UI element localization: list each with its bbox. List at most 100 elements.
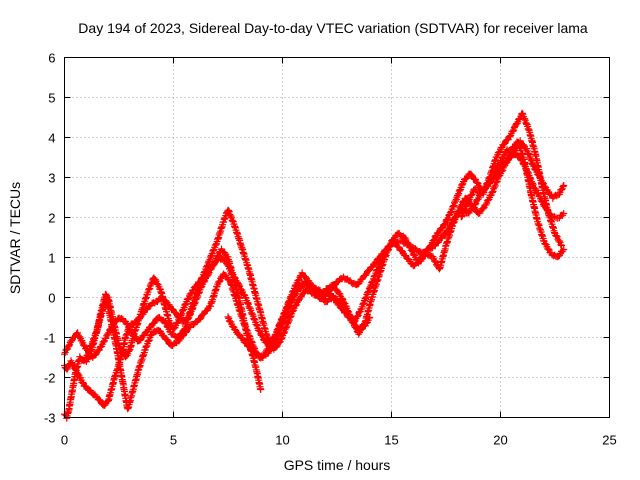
plus-marker-segment bbox=[244, 261, 258, 292]
plus-marker-segment bbox=[270, 327, 284, 349]
plus-marker-segment bbox=[126, 331, 138, 353]
x-tick-label: 5 bbox=[170, 433, 177, 448]
plus-marker-segment bbox=[156, 286, 168, 308]
plus-marker-segment bbox=[167, 338, 181, 349]
plus-marker-segment bbox=[523, 145, 537, 168]
plus-marker-segment bbox=[309, 286, 322, 300]
plus-marker-segment bbox=[357, 290, 371, 313]
plus-marker-segment bbox=[466, 170, 479, 183]
plus-marker-segment bbox=[122, 347, 133, 361]
plus-marker-segment bbox=[453, 180, 467, 201]
plus-marker-segment bbox=[518, 109, 532, 133]
y-tick-label: 2 bbox=[48, 211, 55, 226]
y-tick-label: -1 bbox=[44, 331, 56, 346]
plus-marker-segment bbox=[146, 299, 159, 310]
plus-marker-segment bbox=[390, 238, 403, 251]
plus-marker-segment bbox=[255, 326, 268, 344]
plus-marker-segment bbox=[220, 270, 233, 284]
plus-marker-segment bbox=[235, 294, 247, 319]
plus-marker-segment bbox=[555, 183, 567, 198]
y-tick-label: -2 bbox=[44, 371, 56, 386]
plus-marker-segment bbox=[154, 326, 168, 340]
plus-marker bbox=[257, 386, 265, 393]
plus-marker-segment bbox=[109, 313, 123, 348]
plus-marker-segment bbox=[213, 218, 227, 245]
plus-marker-segment bbox=[170, 314, 183, 333]
plus-marker-segment bbox=[63, 363, 72, 373]
plus-marker-segment bbox=[104, 293, 116, 321]
plus-marker-segment bbox=[252, 366, 264, 393]
plus-marker-segment bbox=[202, 263, 216, 278]
plus-marker-segment bbox=[124, 392, 136, 413]
plus-marker-segment bbox=[457, 199, 471, 221]
data-series bbox=[61, 109, 568, 422]
plus-marker-segment bbox=[396, 246, 410, 260]
plot-frame bbox=[64, 57, 610, 418]
plus-marker-segment bbox=[303, 278, 316, 291]
plus-marker-segment bbox=[239, 314, 251, 339]
plus-marker-segment bbox=[113, 345, 127, 387]
plus-marker-segment bbox=[67, 370, 79, 401]
plus-marker-segment bbox=[237, 334, 250, 347]
plus-marker-segment bbox=[283, 296, 297, 317]
x-axis-label: GPS time / hours bbox=[284, 457, 391, 473]
plus-marker-segment bbox=[180, 323, 194, 337]
y-tick-label: 4 bbox=[48, 131, 55, 146]
plus-marker-segment bbox=[505, 122, 519, 141]
plus-marker-segment bbox=[65, 335, 76, 350]
plus-marker-segment bbox=[481, 191, 495, 209]
y-tick-label: 1 bbox=[48, 251, 55, 266]
plus-marker-segment bbox=[492, 143, 506, 161]
x-tick-label: 20 bbox=[493, 433, 507, 448]
plus-marker-segment bbox=[250, 285, 264, 316]
plus-marker-segment bbox=[224, 206, 238, 228]
plus-marker bbox=[366, 314, 374, 321]
plus-marker-segment bbox=[529, 161, 543, 179]
plus-marker-segment bbox=[440, 211, 454, 229]
x-tick-label: 0 bbox=[61, 433, 68, 448]
plus-marker bbox=[560, 182, 568, 189]
axis-ticks bbox=[64, 57, 610, 418]
plus-marker-segment bbox=[231, 325, 244, 340]
plus-marker-segment bbox=[128, 366, 142, 397]
plus-marker-segment bbox=[65, 395, 75, 414]
plus-marker bbox=[558, 242, 566, 249]
series-4 bbox=[82, 253, 265, 393]
plus-marker-segment bbox=[154, 314, 167, 325]
plus-marker-segment bbox=[167, 330, 181, 341]
plus-marker-segment bbox=[174, 332, 187, 345]
plus-marker-segment bbox=[433, 224, 447, 237]
y-tick-label: -3 bbox=[44, 411, 56, 426]
x-tick-labels: 0 5 10 15 20 25 bbox=[61, 433, 617, 448]
plus-marker-segment bbox=[161, 334, 174, 348]
series-5 bbox=[224, 278, 374, 362]
plus-marker-segment bbox=[194, 310, 207, 325]
plus-marker-segment bbox=[71, 356, 83, 377]
x-tick-label: 25 bbox=[602, 433, 616, 448]
plus-marker-segment bbox=[449, 208, 462, 230]
plus-marker-segment bbox=[521, 158, 535, 196]
y-tick-labels: -3 -2 -1 0 1 2 3 4 5 6 bbox=[44, 51, 56, 426]
plus-marker-segment bbox=[135, 346, 149, 373]
plus-marker-segment bbox=[161, 318, 175, 336]
plus-marker-segment bbox=[488, 175, 502, 197]
plus-marker-segment bbox=[335, 290, 349, 307]
plus-marker-segment bbox=[231, 222, 245, 248]
plus-marker-segment bbox=[527, 190, 541, 223]
plus-marker-segment bbox=[89, 390, 100, 400]
plus-marker-segment bbox=[80, 382, 91, 393]
plus-marker-segment bbox=[95, 303, 107, 326]
y-tick-label: 0 bbox=[48, 291, 55, 306]
plus-marker-segment bbox=[499, 136, 512, 149]
plus-marker-segment bbox=[283, 307, 297, 330]
plus-marker-segment bbox=[257, 351, 270, 362]
plus-marker-segment bbox=[91, 318, 103, 342]
plus-marker-segment bbox=[161, 301, 173, 325]
plus-marker-segment bbox=[403, 254, 416, 268]
plus-marker-segment bbox=[368, 276, 382, 301]
plus-marker-segment bbox=[370, 259, 384, 281]
plus-marker-segment bbox=[207, 283, 221, 310]
plus-marker-segment bbox=[553, 247, 567, 261]
plus-marker-segment bbox=[551, 230, 565, 249]
plus-marker-segment bbox=[87, 334, 99, 358]
